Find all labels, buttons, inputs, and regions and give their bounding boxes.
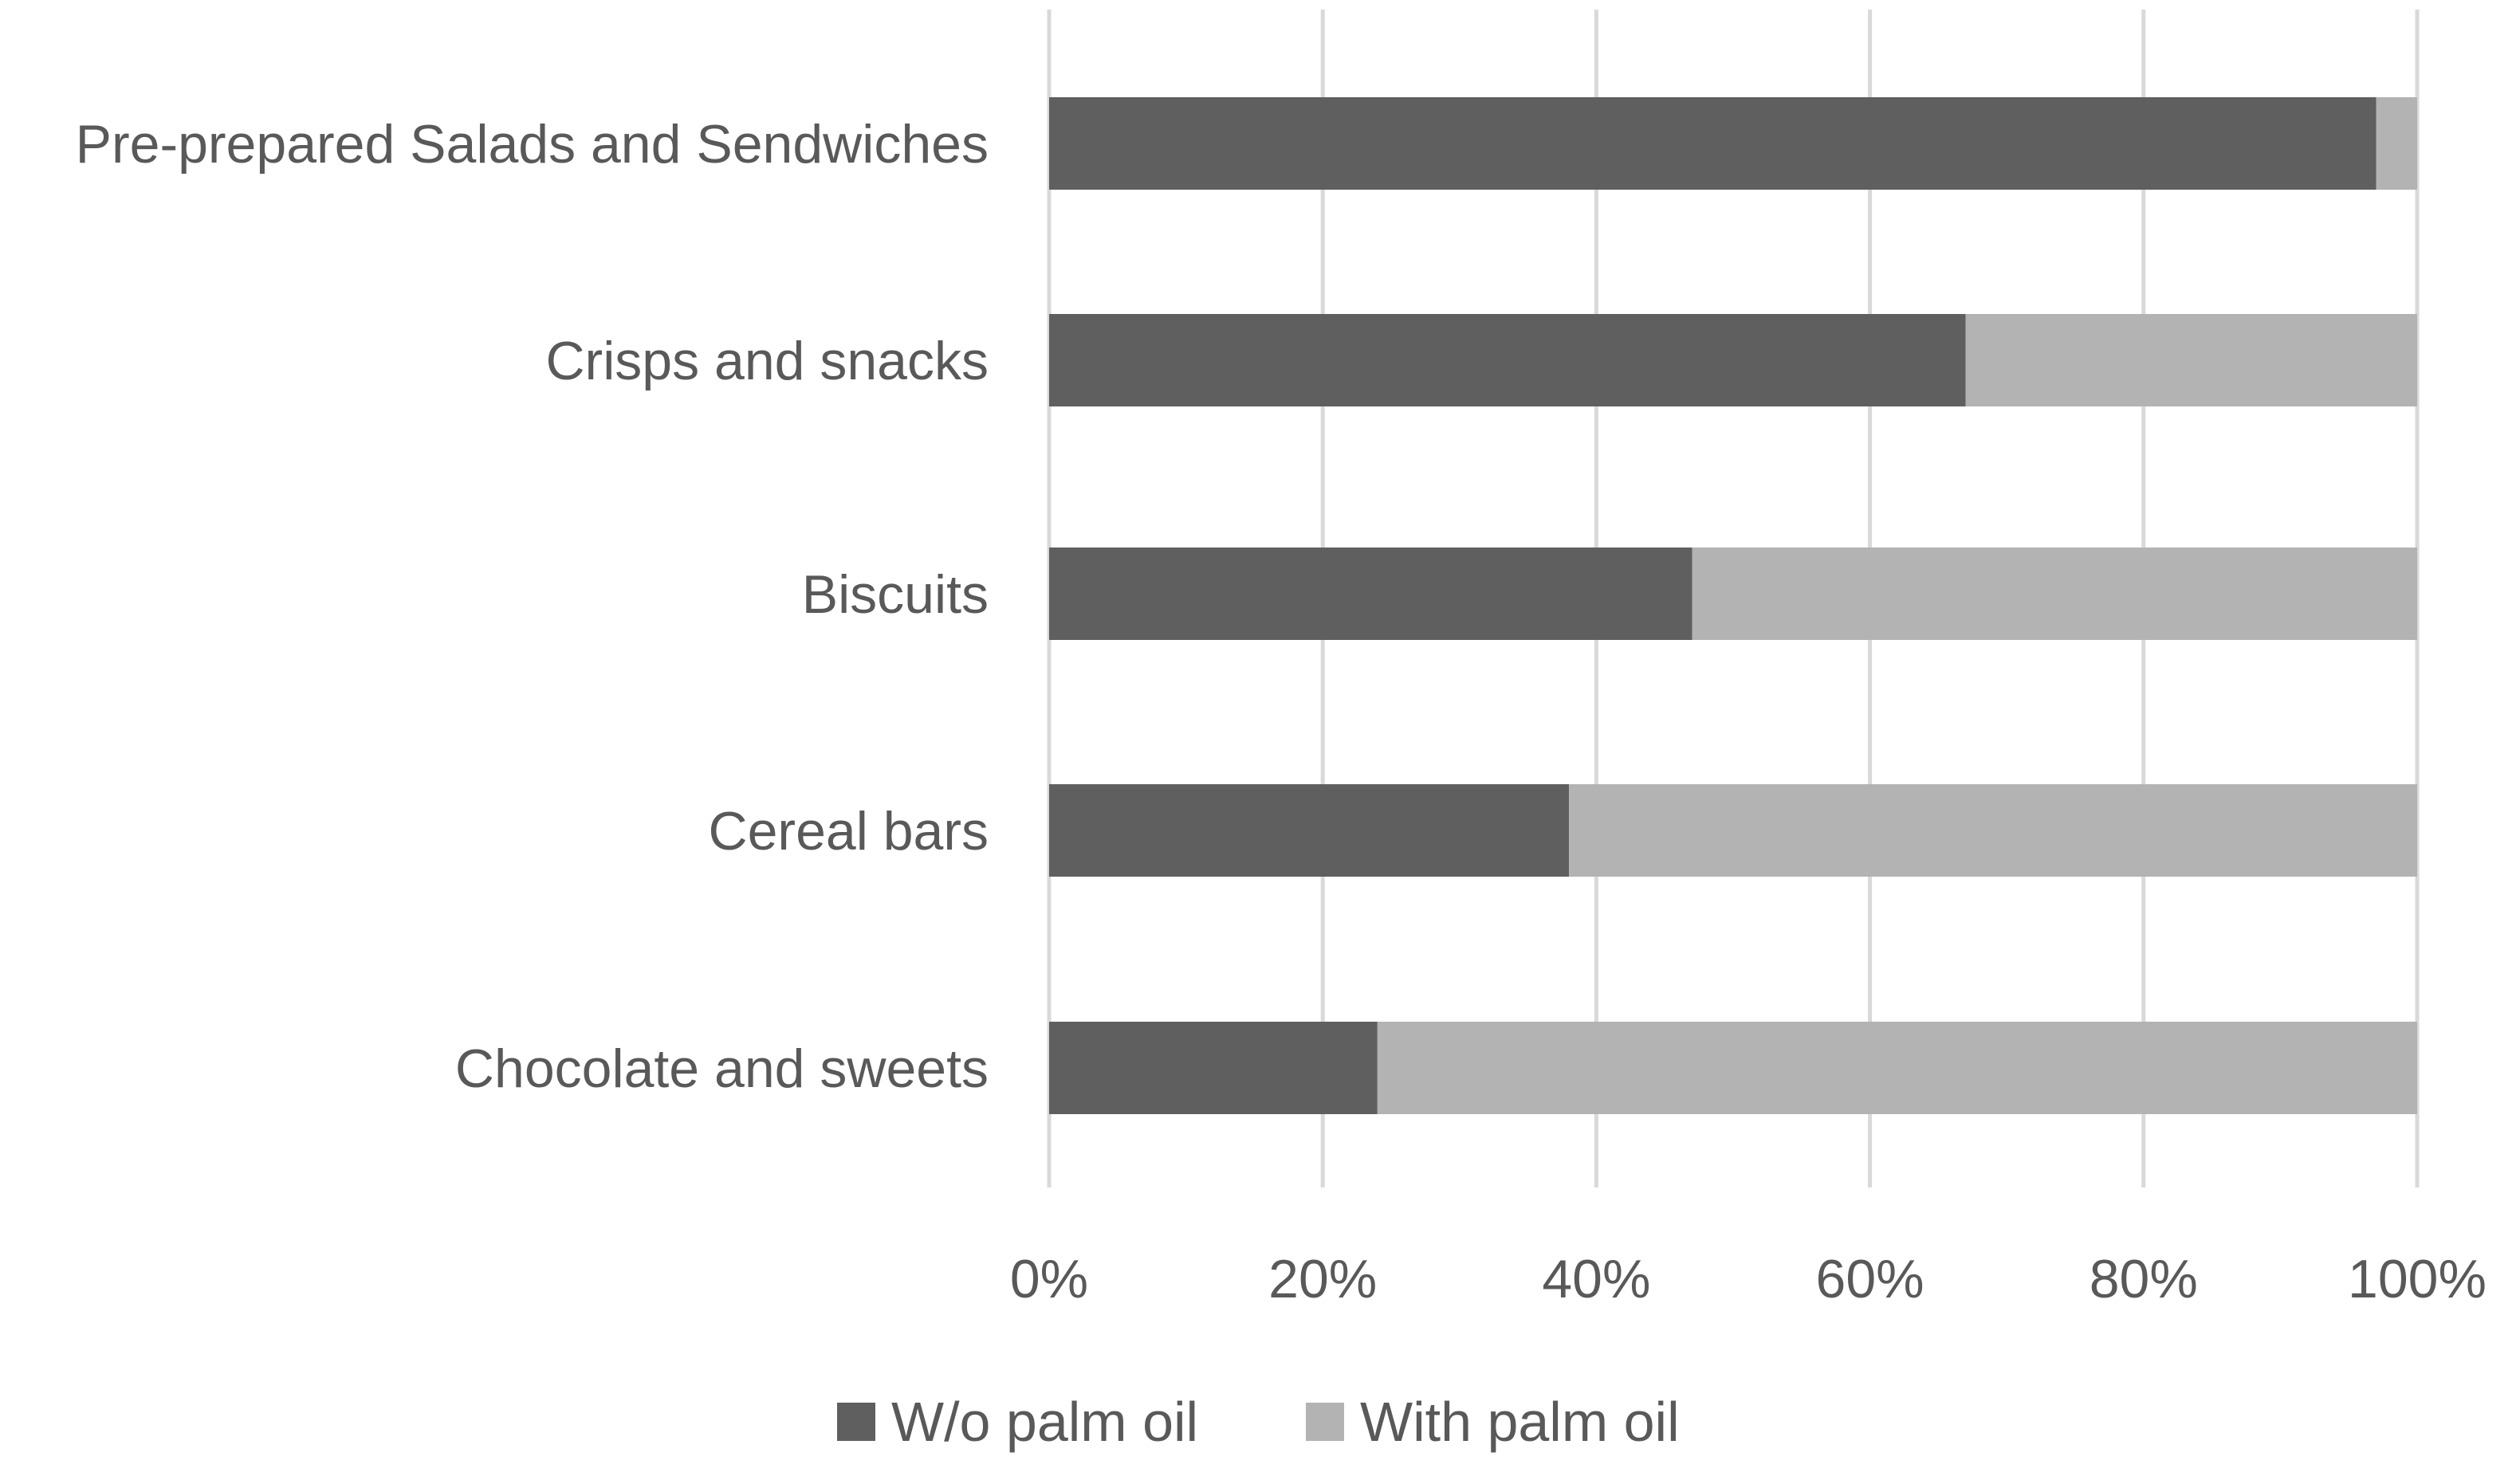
category-labels: Pre-prepared Salads and Sendwiches Crisps… [76,114,989,1099]
x-tick-label: 40% [1542,1249,1650,1309]
legend: W/o palm oil With palm oil [837,1391,1680,1453]
category-label: Pre-prepared Salads and Sendwiches [76,114,989,175]
category-label: Crisps and snacks [545,331,989,391]
bars [1049,97,2417,1114]
category-label: Cereal bars [709,801,989,862]
bar-segment-with-palm-oil [1377,1022,2417,1114]
x-tick-label: 0% [1010,1249,1088,1309]
legend-label: With palm oil [1360,1391,1680,1453]
x-axis-tick-labels: 0% 20% 40% 60% 80% 100% [1010,1249,2487,1309]
bar-segment-with-palm-oil [1965,314,2417,406]
bar-segment-with-palm-oil [1692,548,2417,640]
bar-segment-without-palm-oil [1049,548,1692,640]
x-tick-label: 60% [1816,1249,1924,1309]
bar-segment-with-palm-oil [2376,97,2417,190]
x-tick-label: 20% [1268,1249,1377,1309]
category-label: Chocolate and sweets [455,1038,989,1099]
legend-swatch-without-palm-oil [837,1403,875,1441]
bar-segment-without-palm-oil [1049,1022,1378,1114]
legend-swatch-with-palm-oil [1306,1403,1344,1441]
x-tick-label: 80% [2090,1249,2198,1309]
legend-label: W/o palm oil [891,1391,1198,1453]
bar-segment-without-palm-oil [1049,314,1966,406]
bar-segment-with-palm-oil [1569,784,2417,877]
bar-segment-without-palm-oil [1049,784,1570,877]
x-tick-label: 100% [2348,1249,2487,1309]
bar-segment-without-palm-oil [1049,97,2377,190]
category-label: Biscuits [802,564,989,625]
